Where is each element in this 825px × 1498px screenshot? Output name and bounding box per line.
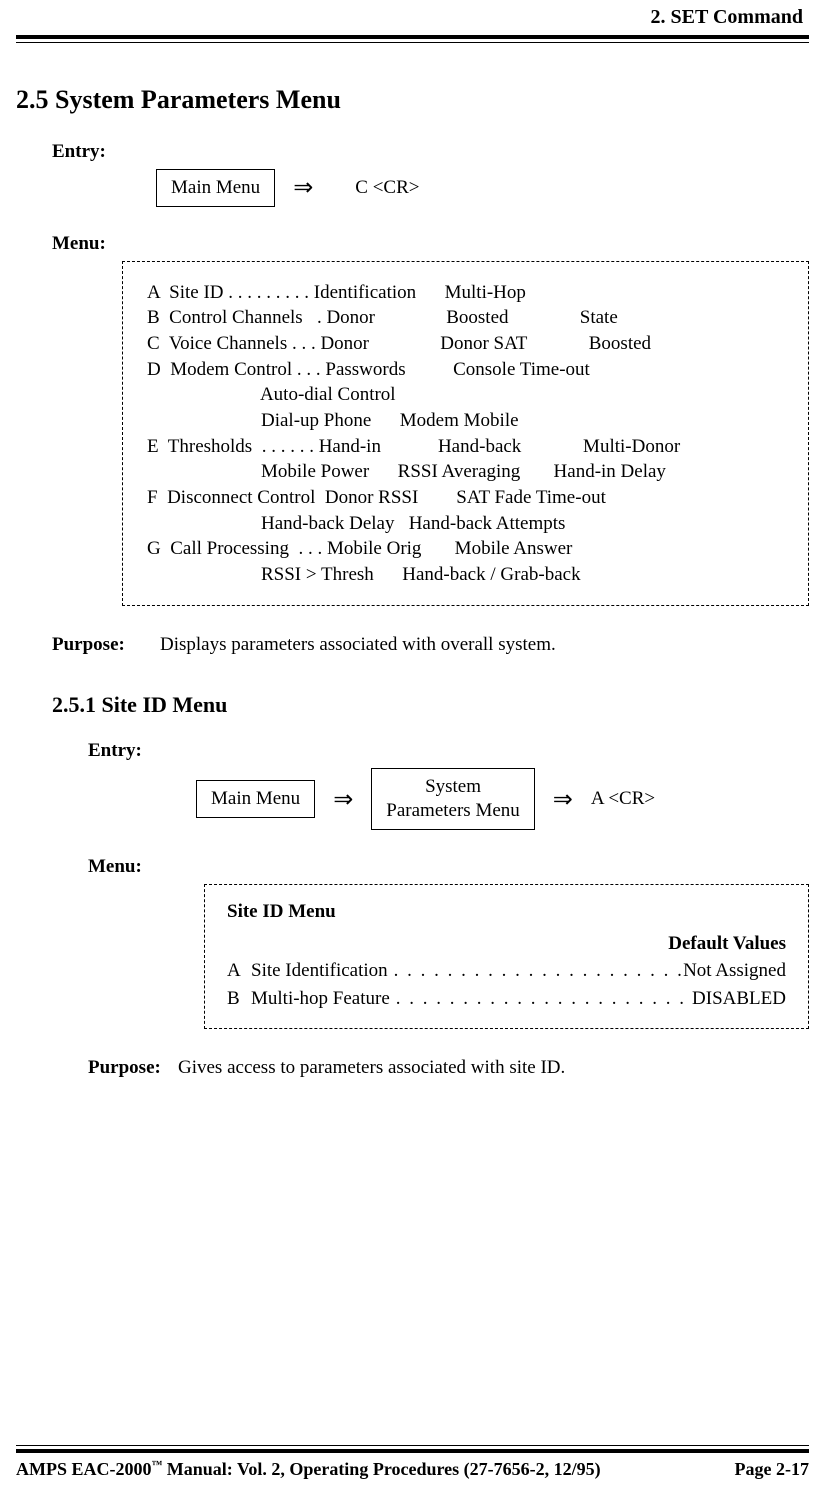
box-line-1: System [425, 776, 481, 797]
arrow-icon: ⇒ [553, 785, 573, 814]
footer-left-suffix: Manual: Vol. 2, Operating Procedures (27… [162, 1459, 600, 1479]
menu-label-2: Menu: [88, 856, 178, 878]
menu-row-dots: . . . . . . . . . . . . . . . . . . . . … [390, 986, 692, 1012]
purpose-label-2: Purpose: [88, 1057, 178, 1079]
site-id-menu-box: Site ID Menu Default Values A Site Ident… [204, 884, 809, 1029]
purpose-label: Purpose: [16, 634, 160, 656]
entry-sequence-2-5: Main Menu ⇒ C <CR> [16, 169, 809, 207]
site-id-menu-rows: A Site Identification . . . . . . . . . … [227, 958, 786, 1011]
entry-label: Entry: [16, 141, 160, 163]
menu-row: A Site Identification . . . . . . . . . … [227, 958, 786, 984]
site-id-menu-title: Site ID Menu [227, 899, 786, 925]
purpose-block-2-5-1: Purpose: Gives access to parameters asso… [16, 1057, 809, 1079]
footer-tm: ™ [152, 1459, 163, 1471]
menu-label: Menu: [16, 233, 160, 255]
system-parameters-menu-box: A Site ID . . . . . . . . . Identificati… [122, 261, 809, 607]
menu-row-value: Not Assigned [683, 958, 786, 984]
menu-row-key: A [227, 958, 251, 984]
entry-sequence-2-5-1: Main Menu ⇒ System Parameters Menu ⇒ A <… [16, 768, 809, 830]
menu-row-key: B [227, 986, 251, 1012]
entry-block-2-5-1: Entry: [16, 740, 809, 762]
menu-box-system-parameters: System Parameters Menu [371, 768, 534, 830]
menu-row: B Multi-hop Feature . . . . . . . . . . … [227, 986, 786, 1012]
box-line-2: Parameters Menu [386, 800, 519, 821]
default-values-label: Default Values [227, 931, 786, 957]
page: 2. SET Command 2.5 System Parameters Men… [0, 0, 825, 1498]
page-footer: AMPS EAC-2000™ Manual: Vol. 2, Operating… [16, 1445, 809, 1480]
purpose-text: Displays parameters associated with over… [160, 634, 809, 656]
menu-box-main-menu-2: Main Menu [196, 780, 315, 818]
footer-left: AMPS EAC-2000™ Manual: Vol. 2, Operating… [16, 1459, 601, 1480]
entry-command: C <CR> [355, 177, 419, 199]
bottom-rule [16, 1445, 809, 1453]
footer-left-prefix: AMPS EAC-2000 [16, 1459, 152, 1479]
menu-row-label: Site Identification [251, 958, 388, 984]
footer-right: Page 2-17 [735, 1459, 809, 1480]
entry-block-2-5: Entry: [16, 141, 809, 163]
section-2-5-1-heading: 2.5.1 Site ID Menu [16, 692, 809, 718]
entry-label-2: Entry: [88, 740, 178, 762]
menu-box-main-menu: Main Menu [156, 169, 275, 207]
menu-block-2-5-1: Menu: [16, 856, 809, 878]
arrow-icon: ⇒ [333, 785, 353, 814]
system-parameters-menu-text: A Site ID . . . . . . . . . Identificati… [147, 280, 784, 588]
running-head: 2. SET Command [16, 0, 809, 29]
top-rule [16, 35, 809, 43]
purpose-text-2: Gives access to parameters associated wi… [178, 1057, 809, 1079]
purpose-block-2-5: Purpose: Displays parameters associated … [16, 634, 809, 656]
entry-command-2: A <CR> [591, 788, 655, 810]
arrow-icon: ⇒ [293, 173, 313, 202]
section-2-5-heading: 2.5 System Parameters Menu [16, 85, 809, 115]
menu-row-dots: . . . . . . . . . . . . . . . . . . . . … [388, 958, 683, 984]
menu-row-label: Multi-hop Feature [251, 986, 390, 1012]
menu-row-value: DISABLED [692, 986, 786, 1012]
menu-block-2-5: Menu: [16, 233, 809, 255]
